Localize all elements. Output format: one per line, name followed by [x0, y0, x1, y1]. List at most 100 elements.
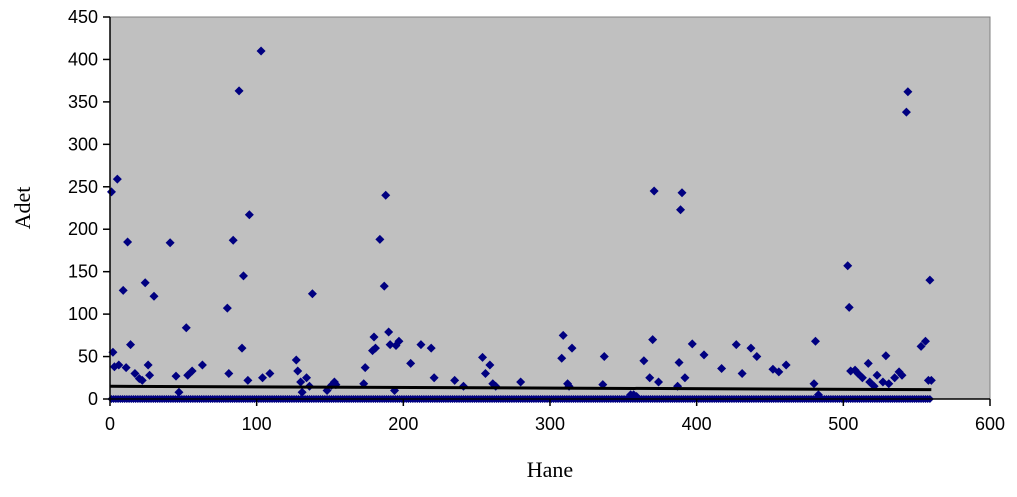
data-point	[258, 373, 268, 383]
data-point	[256, 46, 266, 56]
data-point	[384, 327, 394, 337]
data-point	[197, 360, 207, 370]
data-point	[478, 352, 488, 362]
data-point	[881, 351, 891, 361]
data-point	[375, 234, 385, 244]
trendline	[109, 384, 932, 392]
data-point	[699, 350, 709, 360]
data-point	[599, 352, 609, 362]
data-point	[916, 341, 926, 351]
data-point	[677, 188, 687, 198]
y-tick-label: 250	[68, 177, 98, 197]
data-point	[379, 281, 389, 291]
data-point	[106, 187, 116, 197]
data-point	[238, 271, 248, 281]
x-tick-label: 0	[105, 414, 115, 434]
data-point	[114, 360, 124, 370]
y-tick-label: 150	[68, 262, 98, 282]
x-axis-ticks: 0 100 200 300 400 500 600	[105, 399, 1005, 434]
x-axis-title: Hane	[527, 457, 573, 482]
y-tick-label: 200	[68, 219, 98, 239]
data-point	[126, 340, 136, 350]
data-point	[426, 343, 436, 353]
data-point	[171, 371, 181, 381]
y-tick-label: 350	[68, 92, 98, 112]
data-point	[810, 336, 820, 346]
data-point	[243, 375, 253, 385]
data-point	[872, 370, 882, 380]
data-point	[752, 352, 762, 362]
data-point	[903, 87, 913, 97]
data-point	[174, 387, 184, 397]
data-point	[224, 369, 234, 379]
x-tick-label: 500	[828, 414, 858, 434]
data-point	[228, 235, 238, 245]
x-tick-label: 100	[242, 414, 272, 434]
x-tick-label: 600	[975, 414, 1005, 434]
data-point	[123, 237, 133, 247]
data-point	[145, 370, 155, 380]
data-point	[717, 363, 727, 373]
data-point	[648, 335, 658, 345]
data-point	[293, 366, 303, 376]
data-point	[406, 358, 416, 368]
data-point	[385, 340, 395, 350]
x-tick-label: 200	[388, 414, 418, 434]
data-point	[369, 332, 379, 342]
x-tick-label: 400	[682, 414, 712, 434]
data-point	[516, 377, 526, 387]
y-tick-label: 400	[68, 49, 98, 69]
data-point	[567, 343, 577, 353]
data-point	[844, 302, 854, 312]
data-point	[676, 205, 686, 215]
data-point	[302, 373, 312, 383]
data-point	[781, 360, 791, 370]
data-point	[143, 360, 153, 370]
data-point	[737, 369, 747, 379]
data-point	[450, 375, 460, 385]
y-tick-label: 100	[68, 304, 98, 324]
data-point	[222, 303, 232, 313]
data-point	[165, 238, 175, 248]
data-point	[857, 373, 867, 383]
data-point	[649, 186, 659, 196]
data-point	[121, 363, 131, 373]
data-point	[813, 390, 823, 400]
data-point	[416, 340, 426, 350]
y-tick-label: 300	[68, 134, 98, 154]
data-point	[654, 377, 664, 387]
data-point	[360, 363, 370, 373]
data-point	[291, 355, 301, 365]
data-point	[884, 379, 894, 389]
data-point	[237, 343, 247, 353]
data-point	[925, 275, 935, 285]
data-point	[485, 360, 495, 370]
data-point	[296, 377, 306, 387]
data-point	[645, 373, 655, 383]
data-point	[137, 375, 147, 385]
data-point	[307, 289, 317, 299]
data-point	[244, 210, 254, 220]
data-point	[140, 278, 150, 288]
data-point	[297, 387, 307, 397]
data-point	[557, 353, 567, 363]
data-point	[181, 323, 191, 333]
x-tick-label: 300	[535, 414, 565, 434]
data-point	[897, 370, 907, 380]
data-point	[187, 366, 197, 376]
data-point	[394, 336, 404, 346]
data-point	[843, 261, 853, 271]
data-point	[863, 358, 873, 368]
y-tick-label: 0	[88, 389, 98, 409]
data-point	[731, 340, 741, 350]
data-point	[480, 369, 490, 379]
data-point	[381, 190, 391, 200]
data-point	[680, 373, 690, 383]
y-tick-label: 50	[78, 347, 98, 367]
data-point	[639, 356, 649, 366]
data-point	[149, 291, 159, 301]
data-point	[429, 373, 439, 383]
data-point	[370, 343, 380, 353]
data-point	[558, 330, 568, 340]
